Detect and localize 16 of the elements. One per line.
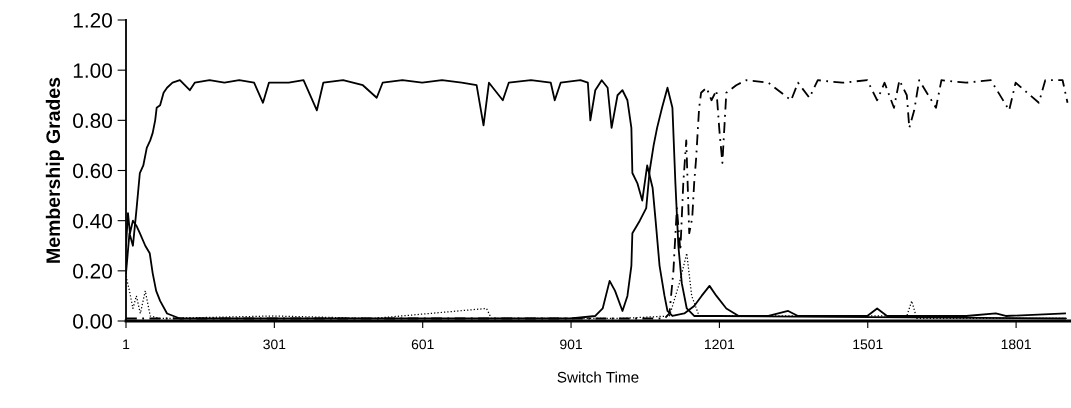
- y-axis-title: Membership Grades: [45, 77, 64, 263]
- x-tick-label: 1801: [1001, 339, 1031, 350]
- y-tick-label: 1.00: [73, 63, 112, 78]
- y-tick-label: 1.20: [73, 13, 112, 28]
- x-tick-label: 1501: [853, 339, 883, 350]
- x-tick-label: 301: [263, 339, 286, 350]
- y-tick-label: 0.00: [73, 314, 112, 329]
- x-tick-label: 1: [123, 339, 130, 350]
- x-tick-label: 901: [560, 339, 582, 350]
- y-tick-label: 0.80: [73, 113, 112, 129]
- y-tick-label: 0.20: [73, 263, 112, 279]
- x-tick-label: 601: [411, 339, 434, 350]
- y-tick-label: 0.40: [73, 213, 112, 229]
- y-tick-label: 0.60: [73, 163, 112, 179]
- x-tick-label: 1201: [705, 339, 735, 350]
- x-axis-title: Switch Time: [557, 371, 639, 383]
